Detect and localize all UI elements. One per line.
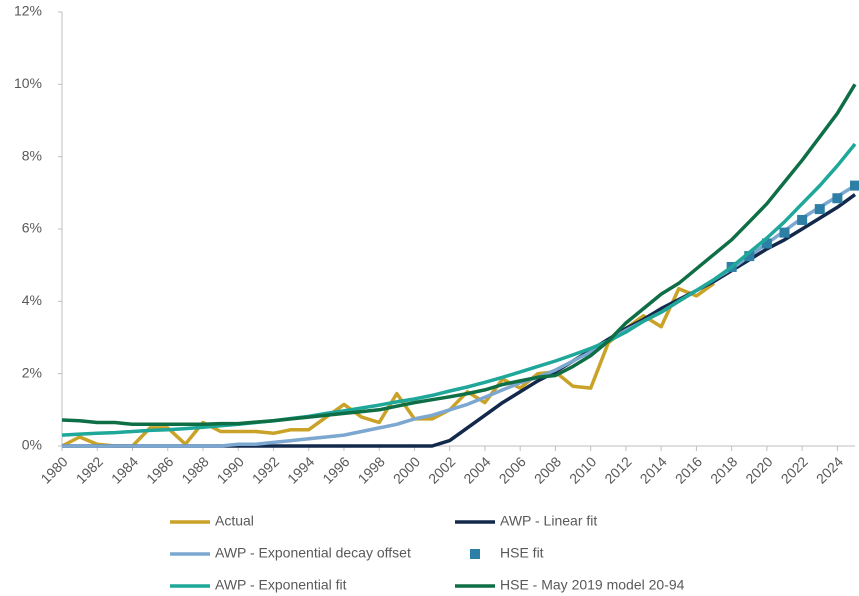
x-tick-label: 1998 — [355, 453, 388, 486]
marker — [850, 180, 859, 191]
series-line — [61, 142, 857, 437]
x-tick-label: 1980 — [37, 453, 70, 486]
x-tick-label: 1992 — [249, 453, 282, 486]
legend-label: Actual — [215, 513, 254, 529]
series-line — [61, 83, 857, 427]
marker — [779, 227, 790, 238]
x-tick-label: 2002 — [425, 453, 458, 486]
series-line — [62, 184, 856, 448]
marker — [761, 238, 772, 249]
y-tick-label: 2% — [22, 364, 42, 380]
x-tick-label: 1988 — [178, 453, 211, 486]
y-tick-label: 6% — [22, 220, 42, 236]
marker — [814, 204, 825, 215]
marker — [744, 251, 755, 262]
x-tick-label: 1994 — [284, 453, 317, 486]
x-tick-label: 2006 — [496, 453, 529, 486]
y-tick-label: 12% — [14, 3, 42, 19]
legend-label: AWP - Linear fit — [500, 513, 597, 529]
x-tick-label: 1986 — [143, 453, 176, 486]
legend-label: HSE - May 2019 model 20-94 — [500, 577, 685, 593]
y-tick-label: 10% — [14, 75, 42, 91]
x-tick-label: 1996 — [319, 453, 352, 486]
legend-label: AWP - Exponential fit — [215, 577, 347, 593]
x-tick-label: 2004 — [460, 453, 493, 486]
x-tick-label: 1990 — [214, 453, 247, 486]
x-tick-label: 2022 — [778, 453, 811, 486]
x-tick-label: 2010 — [566, 453, 599, 486]
x-tick-label: 2016 — [672, 453, 705, 486]
x-tick-label: 2018 — [707, 453, 740, 486]
x-tick-label: 1984 — [108, 453, 141, 486]
legend-label: HSE fit — [500, 545, 544, 561]
x-tick-label: 2014 — [637, 453, 670, 486]
marker — [832, 193, 843, 204]
marker — [797, 214, 808, 225]
x-tick-label: 2012 — [601, 453, 634, 486]
x-tick-label: 2024 — [813, 453, 846, 486]
x-tick-label: 2000 — [390, 453, 423, 486]
x-tick-label: 2008 — [531, 453, 564, 486]
y-tick-label: 8% — [22, 147, 42, 163]
y-tick-label: 4% — [22, 292, 42, 308]
x-tick-label: 2020 — [742, 453, 775, 486]
x-tick-label: 1982 — [73, 453, 106, 486]
legend-marker — [470, 549, 480, 559]
series-line — [61, 281, 716, 448]
legend-label: AWP - Exponential decay offset — [215, 545, 411, 561]
y-tick-label: 0% — [22, 437, 42, 453]
